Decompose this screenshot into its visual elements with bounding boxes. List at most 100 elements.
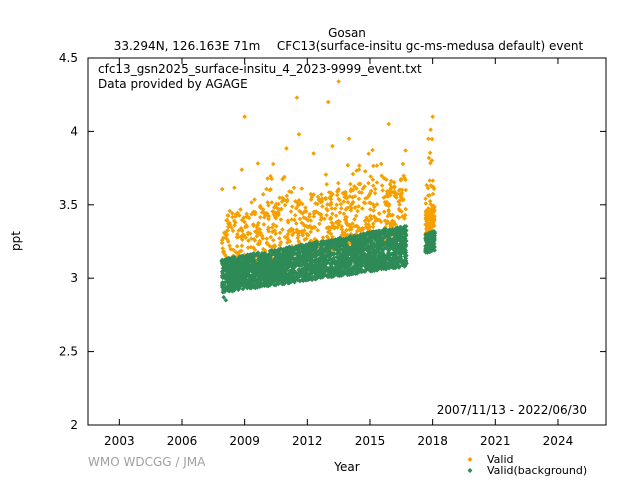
valid-point	[329, 211, 335, 217]
valid-point	[334, 192, 340, 198]
background-point	[431, 233, 436, 239]
valid-point	[338, 206, 344, 211]
background-point	[241, 260, 246, 266]
background-point	[222, 289, 227, 295]
background-point	[277, 252, 283, 258]
background-point	[260, 266, 266, 272]
valid-point	[249, 200, 254, 205]
background-point	[232, 267, 238, 273]
background-point	[337, 239, 342, 245]
valid-point	[423, 201, 429, 206]
background-point	[266, 265, 271, 270]
background-point	[339, 273, 344, 278]
background-point	[387, 246, 393, 252]
background-point	[325, 266, 331, 271]
valid-point	[427, 150, 433, 156]
background-point	[376, 249, 382, 255]
valid-point	[373, 218, 378, 224]
background-point	[378, 246, 384, 252]
background-point	[401, 243, 406, 248]
background-point	[373, 229, 379, 234]
valid-point	[252, 238, 258, 243]
background-point	[361, 251, 367, 257]
background-point	[236, 280, 241, 285]
background-point	[290, 255, 295, 260]
background-point	[301, 268, 307, 274]
background-point	[228, 278, 234, 283]
valid-point	[324, 181, 330, 187]
valid-point	[303, 205, 308, 210]
valid-point	[259, 233, 265, 238]
background-point	[283, 260, 288, 266]
background-point	[385, 262, 391, 268]
valid-point	[378, 161, 384, 167]
background-point	[361, 268, 367, 274]
valid-point	[389, 184, 394, 190]
background-point	[260, 273, 266, 279]
background-point	[357, 244, 363, 249]
valid-point	[423, 208, 429, 214]
valid-point	[431, 207, 436, 212]
valid-point	[339, 224, 344, 229]
background-point	[357, 261, 362, 267]
background-point	[230, 285, 235, 291]
valid-point	[287, 239, 293, 244]
valid-point	[276, 201, 281, 207]
valid-point	[391, 180, 397, 185]
background-point	[392, 257, 398, 263]
background-point	[343, 253, 349, 259]
valid-point	[219, 237, 225, 243]
background-point	[317, 263, 322, 268]
background-point	[320, 268, 325, 273]
valid-point	[360, 227, 366, 232]
valid-point	[348, 208, 354, 213]
background-point	[365, 230, 370, 236]
valid-point	[373, 215, 379, 221]
background-point	[379, 229, 385, 235]
valid-point	[273, 215, 279, 221]
background-point	[345, 249, 351, 254]
background-point	[270, 258, 276, 264]
valid-point	[370, 183, 376, 188]
valid-point	[269, 225, 275, 230]
background-point	[227, 281, 232, 287]
valid-point	[328, 202, 334, 207]
valid-point	[311, 211, 317, 216]
background-point	[245, 279, 251, 285]
background-point	[379, 240, 385, 246]
background-point	[357, 250, 362, 255]
background-point	[296, 244, 301, 249]
valid-point	[352, 205, 358, 211]
background-point	[289, 248, 295, 254]
valid-point	[234, 244, 240, 249]
valid-point	[398, 178, 404, 183]
valid-point	[308, 191, 314, 197]
valid-point	[312, 236, 318, 242]
background-point	[292, 257, 298, 263]
background-point	[430, 236, 435, 241]
valid-point	[330, 143, 335, 149]
valid-point	[236, 228, 241, 233]
background-point	[430, 240, 436, 245]
background-point	[246, 277, 252, 283]
background-point	[298, 253, 304, 259]
valid-point	[354, 186, 359, 191]
valid-point	[354, 228, 360, 234]
valid-point	[391, 219, 397, 225]
valid-point	[230, 228, 236, 234]
valid-point	[333, 220, 339, 225]
background-point	[277, 269, 283, 275]
valid-point	[280, 195, 285, 201]
valid-point	[277, 230, 283, 236]
valid-point	[350, 221, 355, 226]
background-point	[254, 283, 260, 288]
legend-marker-valid	[467, 457, 473, 462]
background-point	[284, 245, 290, 251]
background-point	[265, 258, 271, 263]
valid-point	[388, 222, 394, 228]
background-point	[365, 248, 371, 253]
valid-point	[242, 114, 247, 120]
background-point	[256, 253, 261, 259]
background-point	[432, 247, 437, 253]
background-point	[391, 238, 396, 243]
